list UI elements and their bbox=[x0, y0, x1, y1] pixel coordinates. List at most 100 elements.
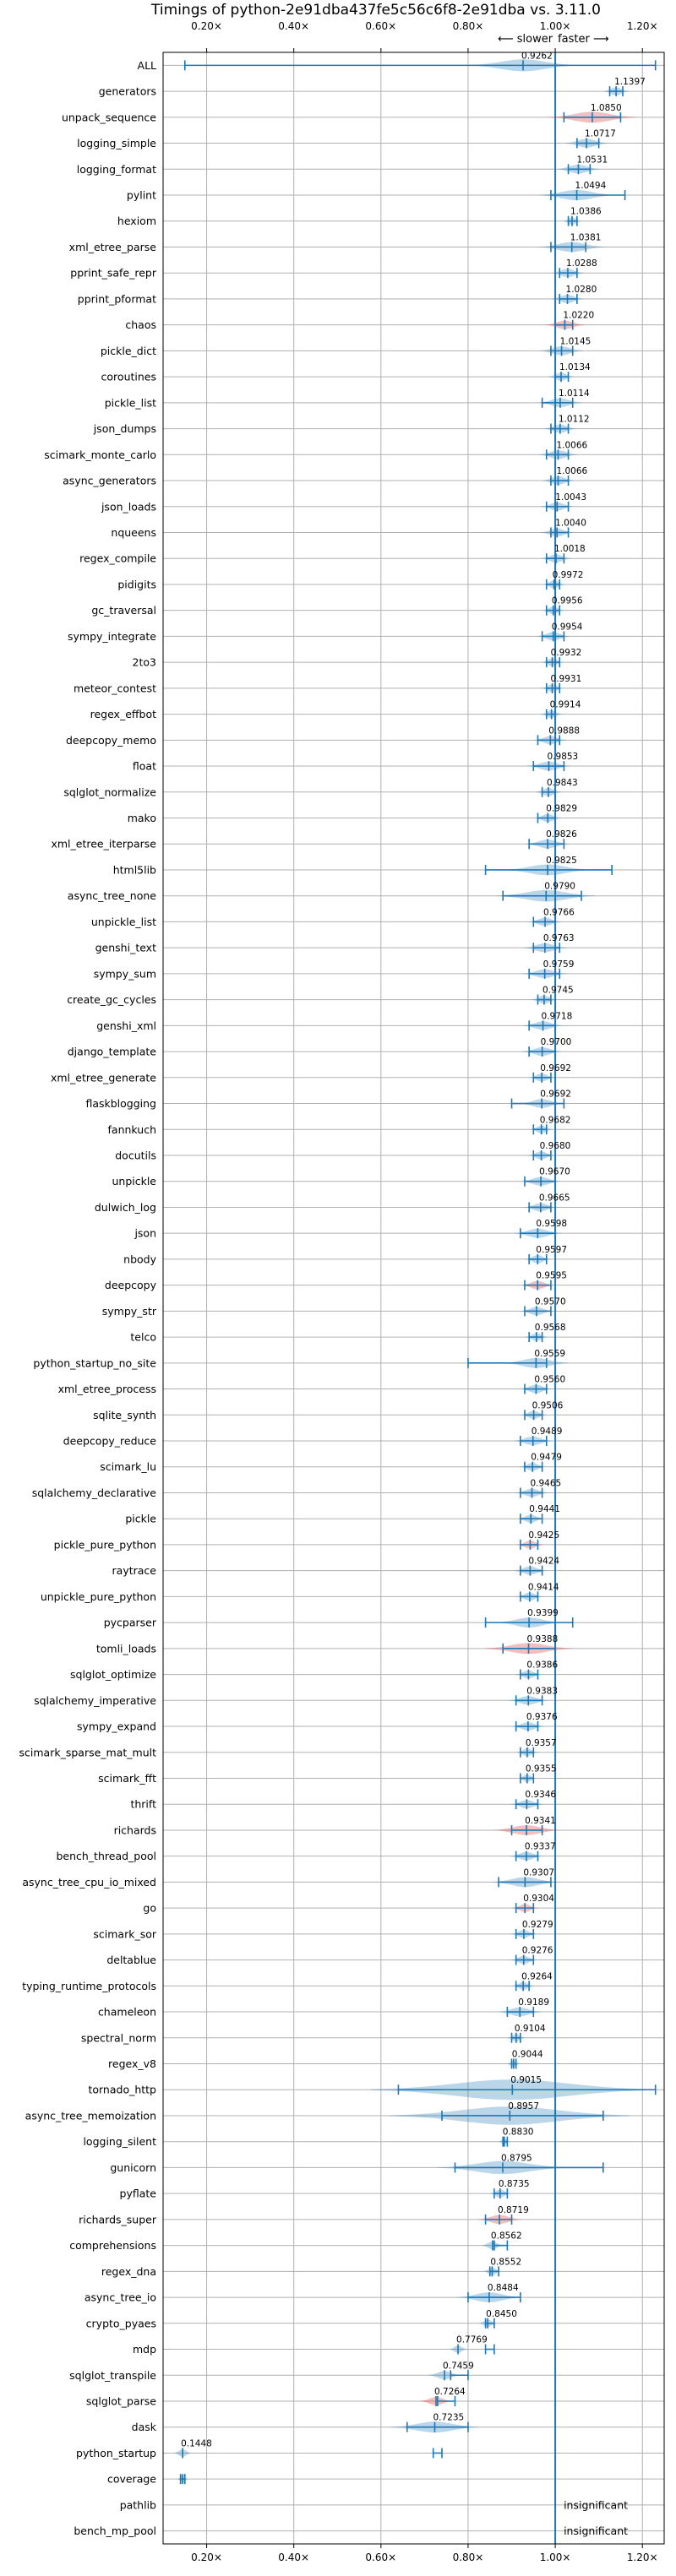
benchmark-label: sqlalchemy_declarative bbox=[32, 1486, 157, 1499]
value-label: 0.9718 bbox=[542, 1011, 573, 1021]
benchmark-violin: 0.9692 bbox=[510, 1090, 571, 1109]
benchmark-label: pyflate bbox=[120, 2187, 157, 2200]
x-tick-label-bottom: 0.40× bbox=[278, 2552, 309, 2563]
benchmark-label: nqueens bbox=[111, 526, 156, 539]
value-label: 0.9931 bbox=[551, 674, 582, 684]
benchmark-violin: 0.8830 bbox=[499, 2128, 534, 2147]
benchmark-violin: 0.9853 bbox=[526, 752, 579, 772]
value-label: 0.9826 bbox=[546, 829, 577, 840]
value-label: 0.9853 bbox=[548, 752, 579, 762]
benchmark-label: typing_runtime_protocols bbox=[22, 1980, 156, 1992]
value-label: 0.9680 bbox=[540, 1141, 571, 1151]
x-tick-label-top: 0.60× bbox=[365, 20, 396, 32]
benchmark-label: crypto_pyaes bbox=[86, 2317, 156, 2329]
benchmark-violin: 1.0531 bbox=[556, 155, 608, 175]
benchmark-violin: 0.9489 bbox=[513, 1427, 562, 1447]
chart-title: Timings of python-2e91dba437fe5c56c6f8-2… bbox=[150, 2, 601, 19]
benchmark-label: sympy_str bbox=[102, 1305, 157, 1318]
benchmark-label: meteor_contest bbox=[74, 682, 156, 694]
benchmark-violin: 0.9598 bbox=[514, 1219, 567, 1239]
benchmark-label: chameleon bbox=[98, 2006, 156, 2019]
value-label: 1.0145 bbox=[560, 336, 592, 346]
benchmark-violin: 0.9595 bbox=[521, 1271, 567, 1291]
value-label: 0.9479 bbox=[531, 1453, 562, 1463]
benchmark-violin: 0.9441 bbox=[517, 1504, 560, 1524]
benchmark-violin: 1.0288 bbox=[551, 258, 597, 279]
value-label: 0.7769 bbox=[456, 2335, 488, 2345]
benchmark-violin: 0.8795 bbox=[437, 2153, 604, 2175]
value-label: 0.9341 bbox=[525, 1816, 556, 1826]
x-tick-label-top: 0.20× bbox=[191, 20, 222, 32]
benchmark-label: comprehensions bbox=[69, 2239, 156, 2252]
benchmark-label: deltablue bbox=[106, 1954, 156, 1966]
benchmark-label: go bbox=[143, 1902, 156, 1915]
value-label: 0.9700 bbox=[541, 1037, 572, 1047]
y-axis-labels: ALL generators unpack_sequence logging_simp… bbox=[19, 59, 157, 2537]
value-label: 0.9560 bbox=[534, 1375, 565, 1385]
benchmark-violin: 0.9424 bbox=[514, 1557, 559, 1576]
faster-direction-label: faster ⟶ bbox=[558, 33, 609, 46]
benchmark-label: scimark_sor bbox=[93, 1927, 156, 1940]
benchmark-violin: 0.9279 bbox=[510, 1920, 553, 1939]
benchmark-label: scimark_fft bbox=[98, 1772, 156, 1785]
benchmark-violin: 0.8450 bbox=[478, 2309, 517, 2329]
benchmark-violin: 0.9414 bbox=[516, 1582, 559, 1602]
value-label: 0.9825 bbox=[546, 856, 577, 866]
value-label: 0.9304 bbox=[523, 1894, 554, 1904]
value-label: 0.9665 bbox=[539, 1193, 570, 1203]
benchmark-label: unpickle bbox=[112, 1175, 156, 1187]
benchmark-label: generators bbox=[99, 85, 156, 98]
benchmark-label: pickle_pure_python bbox=[54, 1538, 156, 1551]
benchmark-violin: 0.9425 bbox=[517, 1530, 559, 1550]
benchmark-violin: 0.8719 bbox=[477, 2205, 529, 2225]
value-label: 0.9843 bbox=[547, 778, 578, 788]
benchmark-violin: 1.0381 bbox=[539, 232, 605, 253]
benchmark-label: richards_super bbox=[79, 2213, 157, 2225]
benchmark-violin: 1.0066 bbox=[538, 440, 588, 460]
value-label: 0.9264 bbox=[521, 1971, 553, 1981]
value-label: 0.9399 bbox=[527, 1608, 559, 1618]
benchmark-violin: 0.8484 bbox=[456, 2283, 522, 2303]
benchmark-violin: 0.8552 bbox=[483, 2257, 521, 2277]
value-label: 0.9972 bbox=[553, 570, 584, 580]
benchmark-label: dulwich_log bbox=[95, 1201, 156, 1214]
value-label: 0.8957 bbox=[508, 2101, 539, 2111]
value-label: 0.8552 bbox=[490, 2257, 521, 2267]
benchmark-label: bench_mp_pool bbox=[74, 2524, 156, 2537]
benchmark-violin: 1.0112 bbox=[543, 415, 590, 434]
value-label: 0.9954 bbox=[552, 622, 583, 632]
benchmark-violin: 0.9932 bbox=[541, 648, 581, 668]
benchmark-label: pprint_safe_repr bbox=[70, 267, 157, 280]
benchmark-label: sympy_integrate bbox=[68, 630, 156, 643]
value-label: 0.9465 bbox=[530, 1478, 561, 1488]
benchmark-label: fannkuch bbox=[108, 1123, 156, 1136]
benchmark-violin: 0.9189 bbox=[498, 1997, 549, 2018]
value-label: 0.9570 bbox=[535, 1296, 566, 1307]
benchmark-violin: 1.0043 bbox=[541, 492, 586, 512]
benchmark-label: python_startup_no_site bbox=[33, 1356, 156, 1369]
value-label: 1.0066 bbox=[556, 466, 587, 476]
x-tick-label-bottom: 0.80× bbox=[453, 2552, 484, 2563]
x-tick-label-top: 0.80× bbox=[453, 20, 484, 32]
benchmark-violin: 0.9399 bbox=[484, 1608, 574, 1628]
value-label: 0.7459 bbox=[443, 2361, 474, 2371]
benchmark-label: sqlalchemy_imperative bbox=[34, 1694, 156, 1707]
benchmark-label: genshi_xml bbox=[96, 1019, 156, 1032]
x-axis-bottom: 0.20× 0.40× 0.60× 0.80× 1.00× 1.20× bbox=[191, 2544, 658, 2563]
benchmark-violin: 0.9307 bbox=[492, 1867, 558, 1888]
benchmark-violin: 0.9670 bbox=[521, 1167, 570, 1187]
benchmark-violin: 0.9843 bbox=[535, 778, 578, 797]
value-label: 0.9506 bbox=[532, 1400, 564, 1410]
benchmark-label: pidigits bbox=[117, 578, 156, 590]
benchmark-label: python_startup bbox=[76, 2447, 156, 2459]
value-label: 1.0220 bbox=[563, 311, 594, 321]
benchmark-violin: 1.0850 bbox=[548, 103, 636, 123]
value-label: 0.9276 bbox=[522, 1946, 553, 1956]
benchmark-violin: 0.9357 bbox=[516, 1738, 557, 1758]
insignificant-label: insignificant bbox=[564, 2524, 628, 2537]
benchmark-label: async_generators bbox=[63, 475, 156, 487]
value-label: 0.9383 bbox=[526, 1686, 558, 1696]
value-label: 1.0381 bbox=[570, 232, 602, 242]
benchmark-violin: 0.9479 bbox=[519, 1453, 562, 1472]
value-label: 0.9441 bbox=[529, 1504, 560, 1514]
